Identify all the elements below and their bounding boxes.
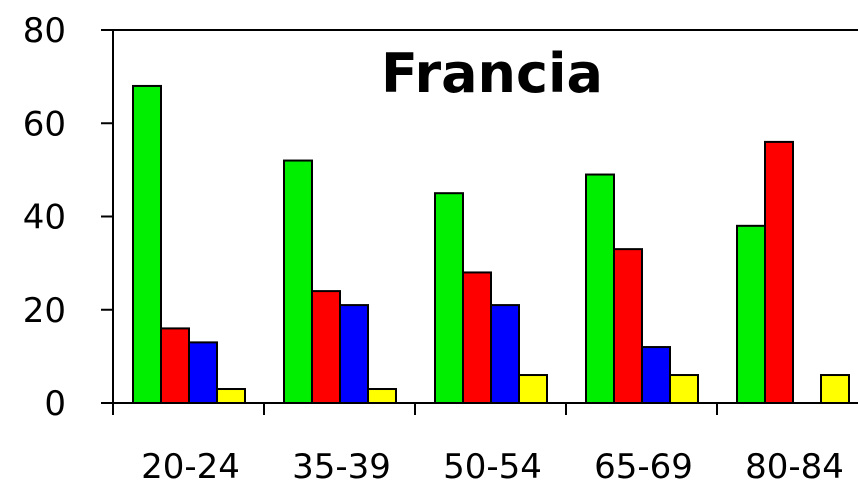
bar-65-69-series-1 <box>586 175 614 403</box>
x-tick-label: 50-54 <box>443 447 542 484</box>
bar-80-84-series-4 <box>821 375 849 403</box>
bar-65-69-series-4 <box>670 375 698 403</box>
y-tick-label: 60 <box>23 104 66 144</box>
y-tick-label: 40 <box>23 198 66 238</box>
y-tick-label: 20 <box>23 291 66 331</box>
bar-20-24-series-1 <box>133 86 161 403</box>
x-axis-ticks: 20-24 35-39 50-54 65-69 80-84 <box>113 403 844 484</box>
x-tick-label: 65-69 <box>594 447 693 484</box>
bar-35-39-series-1 <box>284 161 312 403</box>
bar-50-54-series-4 <box>519 375 547 403</box>
bar-80-84-series-1 <box>737 226 765 403</box>
bar-80-84-series-2 <box>765 142 793 403</box>
bar-50-54-series-1 <box>435 193 463 403</box>
x-tick-label: 20-24 <box>141 447 240 484</box>
x-tick-label: 80-84 <box>745 447 844 484</box>
bar-50-54-series-3 <box>491 305 519 403</box>
bar-35-39-series-4 <box>368 389 396 403</box>
chart-title: Francia <box>381 42 603 105</box>
bar-20-24-series-2 <box>161 328 189 403</box>
bar-20-24-series-4 <box>217 389 245 403</box>
bar-35-39-series-3 <box>340 305 368 403</box>
bar-50-54-series-2 <box>463 272 491 403</box>
y-axis-ticks: 0 20 40 60 80 <box>23 11 113 424</box>
bar-65-69-series-3 <box>642 347 670 403</box>
bar-20-24-series-3 <box>189 342 217 403</box>
x-tick-label: 35-39 <box>292 447 391 484</box>
bars <box>133 86 849 403</box>
y-tick-label: 80 <box>23 11 66 51</box>
y-tick-label: 0 <box>44 384 66 424</box>
bar-65-69-series-2 <box>614 249 642 403</box>
bar-35-39-series-2 <box>312 291 340 403</box>
